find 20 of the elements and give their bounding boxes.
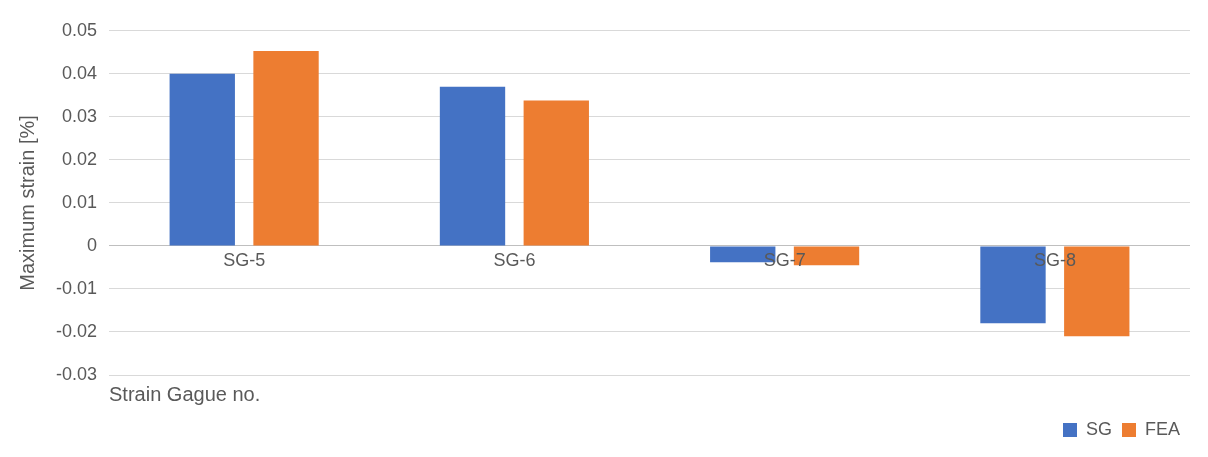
- bar: [169, 73, 235, 246]
- y-tick-label: 0: [87, 234, 98, 255]
- x-tick-label: SG-8: [1033, 249, 1076, 270]
- bar: [523, 100, 589, 246]
- y-tick-label: 0.01: [61, 191, 98, 212]
- y-tick-label: 0.05: [61, 19, 98, 40]
- y-tick-label: -0.01: [56, 277, 98, 298]
- y-tick-label: 0.02: [61, 148, 98, 169]
- x-axis-title: Strain Gague no.: [109, 382, 261, 405]
- legend-label: FEA: [1144, 418, 1181, 439]
- y-tick-label: -0.03: [56, 363, 98, 384]
- bar: [439, 86, 506, 246]
- y-tick-label: 0.04: [61, 62, 98, 83]
- y-axis-title: Maximum strain [%]: [15, 115, 38, 291]
- x-tick-label: SG-5: [223, 249, 266, 270]
- x-tick-label: SG-6: [493, 249, 536, 270]
- legend-label: SG: [1085, 418, 1112, 439]
- y-tick-label: 0.03: [61, 105, 98, 126]
- y-tick-label: -0.02: [56, 320, 98, 341]
- bar: [253, 51, 319, 246]
